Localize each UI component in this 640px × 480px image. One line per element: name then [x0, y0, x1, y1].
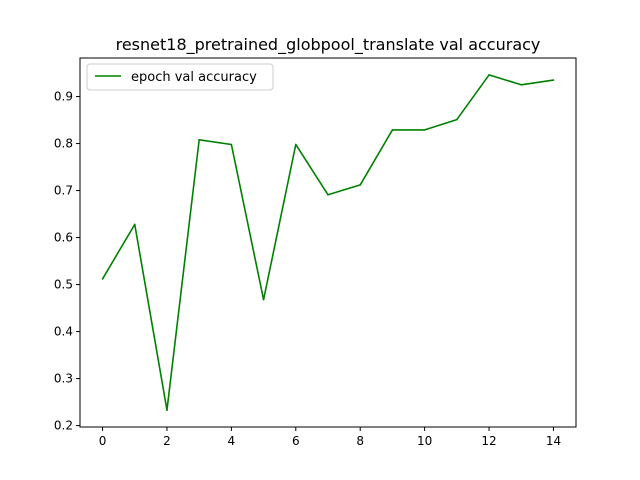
- data-point: [391, 129, 394, 131]
- series-layer: [101, 74, 555, 411]
- chart-title: resnet18_pretrained_globpool_translate v…: [116, 35, 541, 55]
- x-tick-label: 0: [99, 434, 107, 448]
- x-tick-label: 8: [356, 434, 364, 448]
- legend: epoch val accuracy: [86, 63, 274, 91]
- y-axis: 0.2 0.3 0.4 0.5 0.6 0.7 0.8 0.9: [54, 90, 80, 433]
- data-point: [423, 129, 426, 131]
- data-point: [456, 118, 458, 121]
- y-tick-label: 0.5: [54, 278, 73, 292]
- y-tick-label: 0.4: [54, 325, 73, 339]
- data-point: [552, 79, 555, 81]
- data-point: [198, 138, 200, 141]
- data-point: [133, 223, 136, 226]
- data-point: [101, 278, 104, 280]
- legend-label: epoch val accuracy: [131, 70, 257, 85]
- y-tick-label: 0.6: [54, 231, 73, 245]
- data-point: [166, 409, 168, 411]
- x-tick-label: 12: [481, 434, 496, 448]
- y-tick-label: 0.2: [54, 419, 73, 433]
- legend-box: [86, 63, 274, 91]
- data-point: [359, 184, 362, 186]
- x-axis: 0 2 4 6 8 10 12 14: [99, 427, 561, 448]
- data-point: [520, 83, 523, 86]
- data-point: [294, 143, 297, 146]
- x-tick-label: 2: [163, 434, 171, 448]
- data-point: [488, 74, 490, 76]
- x-tick-label: 6: [292, 434, 300, 448]
- x-tick-label: 4: [228, 434, 236, 448]
- y-tick-label: 0.3: [54, 372, 73, 386]
- data-point: [327, 193, 329, 196]
- x-tick-label: 14: [546, 434, 561, 448]
- y-tick-label: 0.8: [54, 137, 73, 151]
- data-point: [262, 298, 265, 301]
- data-point: [230, 143, 233, 146]
- plot-area: [79, 57, 577, 428]
- y-tick-label: 0.7: [54, 184, 73, 198]
- y-tick-label: 0.9: [54, 90, 73, 104]
- axes-frame: [79, 57, 577, 428]
- x-tick-label: 10: [417, 434, 432, 448]
